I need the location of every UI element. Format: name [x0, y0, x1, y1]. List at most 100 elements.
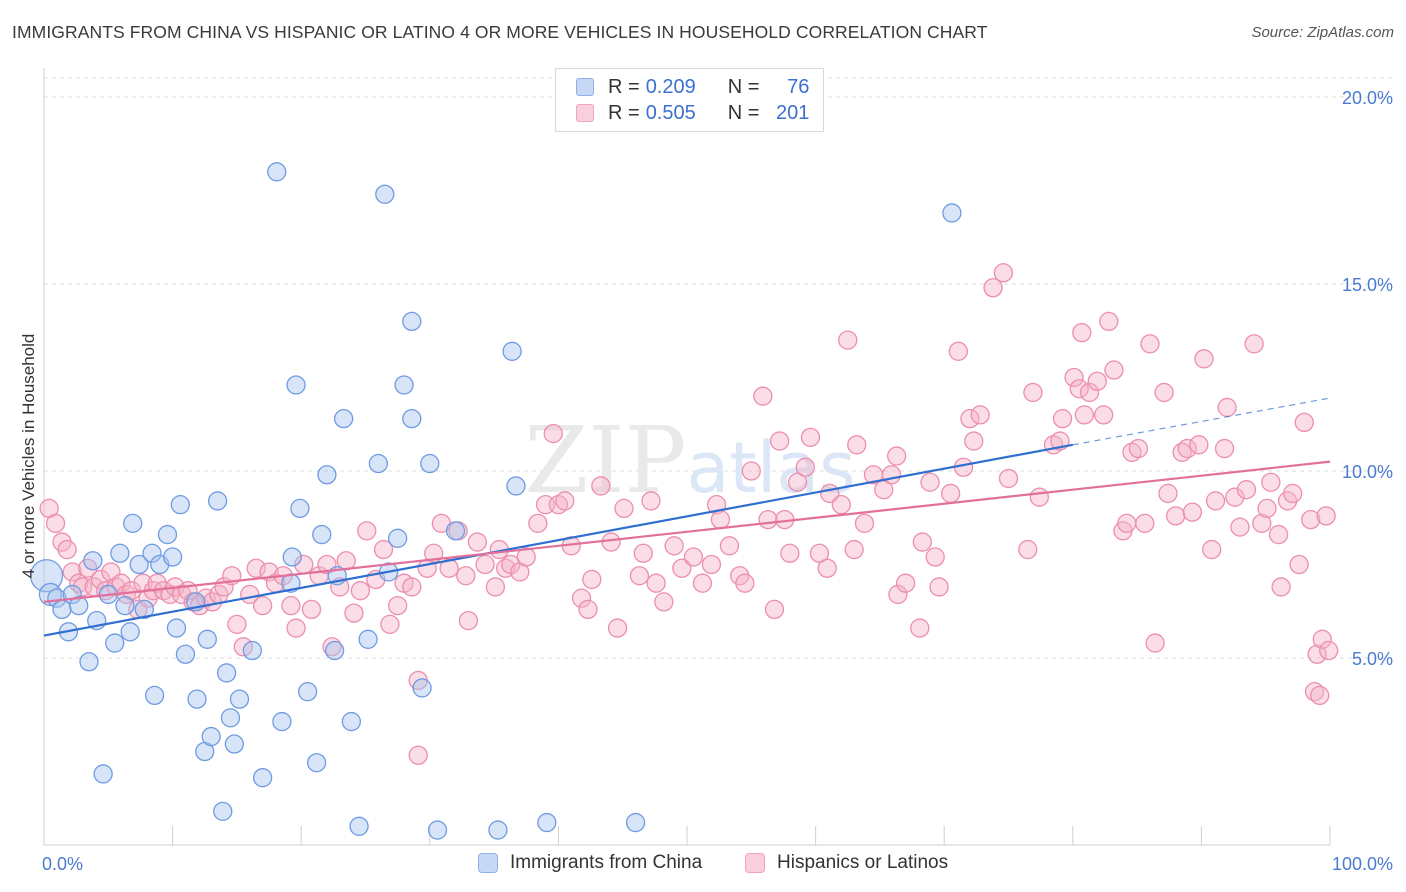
trend-line-hispanic: [43, 460, 1331, 603]
legend-r-value: 0.505: [645, 101, 696, 124]
data-point: [516, 547, 536, 567]
data-point: [809, 543, 830, 563]
data-point: [456, 566, 476, 586]
bottom-legend-china: Immigrants from China: [478, 852, 702, 874]
legend-n-value: 201: [776, 101, 810, 124]
data-point: [1072, 322, 1092, 343]
data-point: [1104, 360, 1124, 380]
data-point: [129, 554, 149, 575]
data-point: [1316, 506, 1336, 526]
data-point: [1172, 442, 1192, 462]
data-point: [831, 495, 851, 515]
axes: [43, 68, 1331, 846]
data-point: [710, 509, 731, 530]
data-point: [1268, 524, 1289, 545]
data-point: [306, 753, 327, 773]
legend-r-value: 0.209: [645, 75, 696, 98]
data-point: [45, 513, 66, 534]
data-point: [607, 618, 628, 638]
trend-lines: [43, 397, 1331, 637]
data-point: [286, 375, 306, 395]
data-point: [1079, 382, 1100, 403]
data-point: [368, 453, 389, 474]
data-point: [1074, 405, 1095, 425]
data-point: [1301, 509, 1321, 530]
data-point: [387, 595, 408, 616]
data-point: [1304, 682, 1325, 702]
data-point: [242, 640, 262, 661]
source-label: Source: ZipAtlas.com: [1251, 24, 1394, 41]
data-point: [227, 614, 247, 634]
data-point: [910, 618, 930, 638]
data-point: [175, 644, 196, 664]
data-point: [157, 524, 178, 545]
data-point: [375, 184, 395, 204]
data-point: [373, 539, 394, 560]
data-point: [1310, 685, 1330, 706]
data-point: [741, 461, 761, 481]
data-point: [290, 498, 310, 519]
data-point: [764, 599, 785, 620]
data-point: [847, 435, 867, 455]
data-point: [79, 652, 99, 672]
data-point: [69, 595, 89, 616]
data-point: [838, 330, 858, 350]
legend: R = 0.209 N = 76 R = 0.505 N = 201: [555, 68, 824, 132]
data-point: [601, 532, 621, 552]
legend-n-label: N =: [727, 75, 760, 98]
data-point: [312, 524, 332, 545]
data-point: [502, 341, 522, 361]
chart-title: IMMIGRANTS FROM CHINA VS HISPANIC OR LAT…: [12, 22, 988, 42]
data-point: [888, 584, 908, 605]
data-point: [93, 764, 113, 784]
data-point: [282, 547, 302, 567]
data-point: [350, 581, 371, 601]
data-point: [170, 495, 190, 515]
data-point: [187, 689, 207, 709]
data-point: [380, 614, 400, 634]
data-point: [402, 311, 422, 332]
bottom-legend-swatch-china: [478, 853, 498, 873]
data-point: [344, 603, 364, 623]
data-point: [83, 551, 103, 571]
data-point: [90, 569, 111, 590]
data-point: [912, 532, 932, 552]
data-point: [582, 569, 602, 590]
data-point: [1052, 408, 1073, 429]
y-tick-label: 10.0%: [1342, 462, 1393, 482]
data-point: [1217, 397, 1237, 418]
data-point: [106, 577, 126, 597]
data-point: [769, 431, 790, 451]
data-point: [753, 386, 773, 406]
data-point: [216, 663, 237, 683]
watermark-text: ZIPatlas: [524, 407, 855, 514]
x-tick-label: 0.0%: [42, 854, 83, 874]
data-point: [229, 689, 250, 709]
data-point: [57, 539, 77, 560]
data-point: [220, 708, 241, 728]
data-point: [1252, 513, 1272, 534]
legend-r-label: R =: [608, 101, 640, 124]
data-point: [1135, 513, 1155, 534]
data-point: [1099, 311, 1119, 332]
data-point: [625, 812, 646, 833]
data-point: [402, 577, 422, 597]
data-point: [427, 820, 448, 840]
data-point: [166, 618, 187, 638]
data-point: [571, 588, 592, 608]
data-point: [207, 491, 228, 511]
data-point: [272, 711, 292, 732]
legend-r-label: R =: [608, 75, 640, 98]
data-point: [886, 446, 907, 466]
data-point: [654, 592, 674, 612]
data-point: [394, 375, 414, 395]
data-point: [780, 543, 800, 563]
y-tick-label: 20.0%: [1342, 88, 1393, 108]
data-point: [1230, 517, 1250, 537]
data-point: [1064, 367, 1084, 388]
data-point: [213, 801, 233, 821]
legend-row-china: R = 0.209 N = 76: [576, 75, 809, 99]
y-tick-label: 15.0%: [1342, 275, 1393, 295]
data-point: [47, 588, 67, 608]
